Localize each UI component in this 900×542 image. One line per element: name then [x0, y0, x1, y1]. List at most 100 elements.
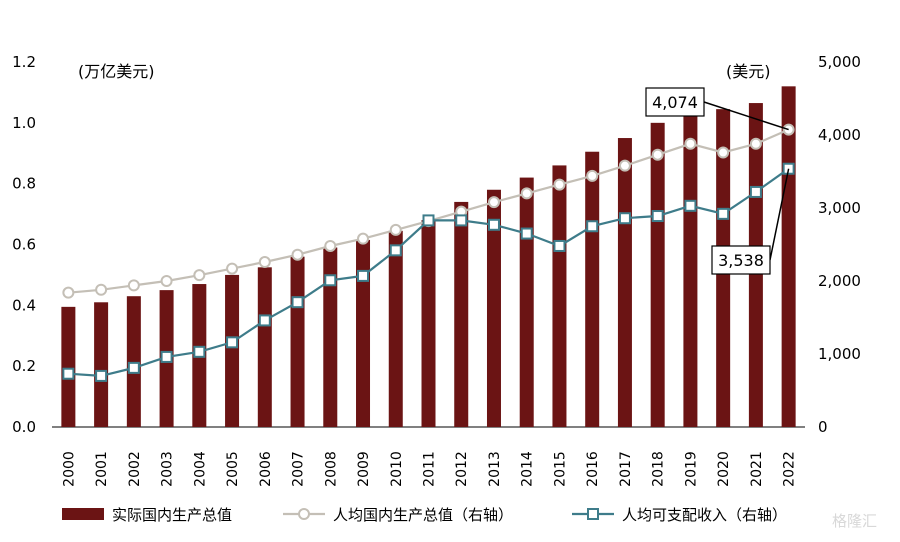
x-axis-tick-label: 2017 — [618, 451, 634, 487]
watermark-text: 格隆汇 — [832, 512, 877, 530]
callout-pointer — [769, 168, 790, 261]
left-axis-tick-label: 0.8 — [12, 175, 36, 193]
bar-real-gdp — [519, 177, 534, 427]
bar-real-gdp — [683, 112, 698, 427]
point-per-capita-income — [357, 269, 370, 282]
x-axis-tick-label: 2007 — [291, 451, 307, 487]
bar-real-gdp — [323, 247, 338, 427]
bar-real-gdp — [126, 296, 141, 427]
point-per-capita-income — [553, 239, 566, 252]
x-axis-tick-label: 2001 — [94, 451, 110, 487]
point-per-capita-income — [226, 336, 239, 349]
left-axis-tick-label: 0.0 — [12, 418, 36, 436]
point-per-capita-income — [487, 218, 500, 231]
point-per-capita-gdp — [324, 239, 337, 252]
right-axis-tick-label: 1,000 — [818, 345, 861, 363]
point-per-capita-gdp — [357, 232, 370, 245]
x-axis-tick-label: 2011 — [422, 451, 438, 487]
point-per-capita-gdp — [553, 178, 566, 191]
bar-real-gdp — [781, 86, 796, 427]
point-per-capita-income — [717, 207, 730, 220]
x-axis-tick-label: 2008 — [323, 451, 339, 487]
point-per-capita-income — [258, 314, 271, 327]
x-axis-tick-label: 2006 — [258, 451, 274, 487]
point-per-capita-gdp — [62, 286, 75, 299]
x-axis-tick-label: 2012 — [454, 451, 470, 487]
x-axis-tick-label: 2004 — [192, 451, 208, 487]
right-axis-tick-label: 4,000 — [818, 126, 861, 144]
point-per-capita-gdp — [717, 146, 730, 159]
bar-real-gdp — [225, 274, 240, 427]
bar-real-gdp — [290, 256, 305, 427]
x-axis-tick-label: 2000 — [61, 451, 77, 487]
legend-marker-per-capita-income — [587, 508, 599, 520]
right-axis-tick-label: 3,000 — [818, 199, 861, 217]
left-axis-tick-label: 0.6 — [12, 236, 36, 254]
point-per-capita-gdp — [520, 187, 533, 200]
point-per-capita-gdp — [618, 159, 631, 172]
left-axis-tick-label: 0.4 — [12, 296, 36, 314]
point-per-capita-income — [422, 214, 435, 227]
x-axis-tick-label: 2021 — [749, 451, 765, 487]
bar-real-gdp — [61, 306, 76, 427]
point-per-capita-income — [749, 185, 762, 198]
point-per-capita-gdp — [127, 279, 140, 292]
bar-real-gdp — [454, 201, 469, 427]
bar-real-gdp — [585, 151, 600, 427]
right-axis-unit-label: (美元) — [726, 62, 771, 81]
point-per-capita-income — [618, 212, 631, 225]
point-per-capita-income — [324, 274, 337, 287]
x-axis-tick-label: 2013 — [487, 451, 503, 487]
x-axis-tick-label: 2016 — [585, 451, 601, 487]
point-per-capita-gdp — [749, 137, 762, 150]
callout-pointer — [703, 101, 789, 131]
legend-swatch-real-gdp — [62, 508, 104, 520]
x-axis-tick-label: 2014 — [520, 451, 536, 487]
x-axis-tick-label: 2010 — [389, 451, 405, 487]
bar-real-gdp — [486, 189, 501, 427]
legend-label-per-capita-income: 人均可支配收入（右轴） — [622, 506, 787, 524]
bar-real-gdp — [650, 122, 665, 427]
point-per-capita-income — [160, 350, 173, 363]
bar-real-gdp — [388, 230, 403, 427]
legend-marker-per-capita-gdp — [298, 508, 310, 520]
point-per-capita-gdp — [95, 283, 108, 296]
callout-label: 3,538 — [718, 251, 764, 270]
bar-real-gdp — [617, 138, 632, 427]
left-axis-tick-label: 1.2 — [12, 53, 36, 71]
left-axis-tick-label: 0.2 — [12, 357, 36, 375]
point-per-capita-income — [62, 367, 75, 380]
legend-label-per-capita-gdp: 人均国内生产总值（右轴） — [333, 506, 513, 524]
x-axis-tick-label: 2003 — [160, 451, 176, 487]
bar-real-gdp — [356, 239, 371, 427]
point-per-capita-income — [586, 220, 599, 233]
bar-real-gdp — [421, 220, 436, 427]
point-per-capita-gdp — [291, 248, 304, 261]
point-per-capita-gdp — [193, 269, 206, 282]
point-per-capita-gdp — [586, 169, 599, 182]
left-axis-unit-label: (万亿美元) — [78, 62, 155, 81]
x-axis-tick-label: 2002 — [127, 451, 143, 487]
right-axis-tick-label: 2,000 — [818, 272, 861, 290]
right-axis-tick-label: 0 — [818, 418, 828, 436]
point-per-capita-gdp — [258, 256, 271, 269]
point-per-capita-gdp — [651, 148, 664, 161]
bar-real-gdp — [94, 302, 109, 427]
bar-real-gdp — [552, 165, 567, 427]
point-per-capita-gdp — [160, 275, 173, 287]
x-axis-tick-label: 2022 — [782, 451, 798, 487]
bar-real-gdp — [257, 267, 272, 427]
point-per-capita-income — [455, 214, 468, 227]
point-per-capita-gdp — [684, 137, 697, 150]
point-per-capita-gdp — [389, 223, 402, 236]
x-axis-tick-label: 2018 — [651, 451, 667, 487]
point-per-capita-income — [193, 345, 206, 358]
callout-box — [711, 245, 771, 275]
x-axis-tick-label: 2015 — [552, 451, 568, 487]
point-per-capita-income — [291, 296, 304, 309]
callout-box — [645, 87, 705, 117]
x-axis-tick-label: 2009 — [356, 451, 372, 487]
point-per-capita-income — [95, 369, 108, 382]
